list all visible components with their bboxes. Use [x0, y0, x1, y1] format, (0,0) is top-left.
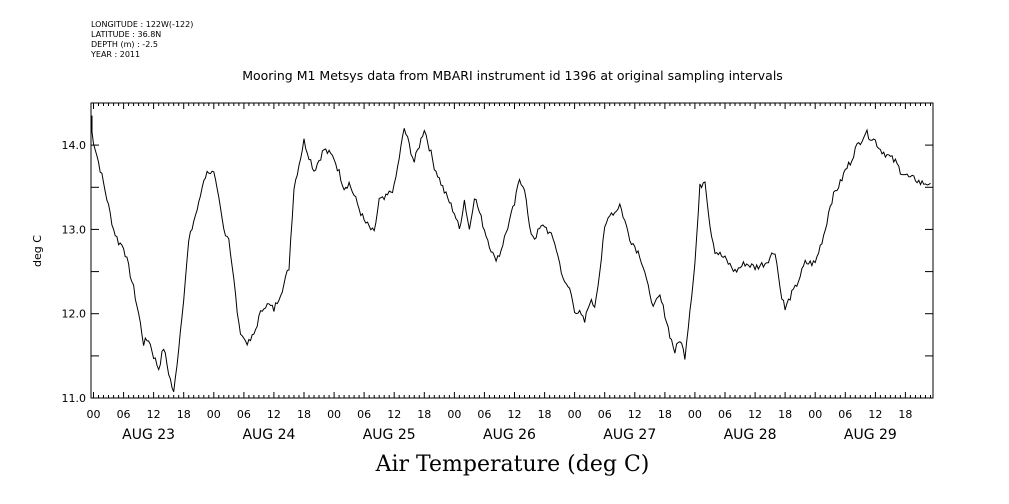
x-tick-label: 18 [538, 408, 552, 421]
x-tick-label: 18 [297, 408, 311, 421]
x-tick-label: 12 [387, 408, 401, 421]
x-tick-label: 06 [357, 408, 371, 421]
x-tick-label: 00 [688, 408, 702, 421]
y-tick-label: 13.0 [62, 223, 87, 236]
y-tick-label: 14.0 [62, 139, 87, 152]
x-tick-label: 00 [568, 408, 582, 421]
series-line [91, 115, 931, 392]
x-tick-label: 18 [898, 408, 912, 421]
x-tick-label: 06 [237, 408, 251, 421]
day-label: AUG 26 [483, 427, 536, 443]
x-tick-label: 06 [117, 408, 131, 421]
day-label: AUG 25 [363, 427, 416, 443]
x-tick-label: 00 [87, 408, 101, 421]
x-tick-labels: 00 06 12 18 00 06 12 18 00 06 12 18 00 06 12 18 00 06 12 18… [87, 408, 913, 421]
day-label: AUG 24 [242, 427, 295, 443]
depth-text: DEPTH (m) : -2.5 [91, 40, 158, 49]
day-label: AUG 29 [844, 427, 897, 443]
chart-title: Mooring M1 Metsys data from MBARI instru… [242, 68, 783, 83]
x-tick-label: 00 [808, 408, 822, 421]
x-tick-label: 06 [477, 408, 491, 421]
day-label: AUG 27 [603, 427, 656, 443]
x-tick-label: 06 [598, 408, 612, 421]
x-tick-label: 06 [838, 408, 852, 421]
tick-marks [91, 102, 933, 399]
plot-frame [90, 102, 934, 399]
x-tick-label: 12 [267, 408, 281, 421]
x-tick-label: 00 [327, 408, 341, 421]
y-axis-label: deg C [31, 235, 44, 267]
day-labels: AUG 23 AUG 24 AUG 25 AUG 26 AUG 27 AUG 28 AUG … [122, 427, 897, 443]
x-tick-label: 18 [417, 408, 431, 421]
x-tick-label: 12 [147, 408, 161, 421]
x-tick-label: 12 [508, 408, 522, 421]
x-tick-label: 18 [177, 408, 191, 421]
y-tick-labels: 11.0 12.0 13.0 14.0 [62, 139, 87, 405]
x-tick-label: 12 [868, 408, 882, 421]
x-tick-label: 06 [718, 408, 732, 421]
x-tick-label: 18 [658, 408, 672, 421]
year-text: YEAR : 2011 [91, 50, 141, 59]
latitude-text: LATITUDE : 36.8N [91, 30, 162, 39]
x-tick-label: 00 [447, 408, 461, 421]
day-label: AUG 28 [724, 427, 777, 443]
x-tick-label: 12 [748, 408, 762, 421]
x-tick-label: 00 [207, 408, 221, 421]
metadata-block: LONGITUDE : 122W(-122) LATITUDE : 36.8N … [91, 20, 193, 60]
longitude-text: LONGITUDE : 122W(-122) [91, 20, 194, 29]
y-tick-label: 12.0 [62, 308, 87, 321]
y-tick-label: 11.0 [62, 392, 87, 405]
x-tick-label: 12 [628, 408, 642, 421]
day-label: AUG 23 [122, 427, 175, 443]
x-axis-label: Air Temperature (deg C) [375, 452, 650, 477]
x-tick-label: 18 [778, 408, 792, 421]
